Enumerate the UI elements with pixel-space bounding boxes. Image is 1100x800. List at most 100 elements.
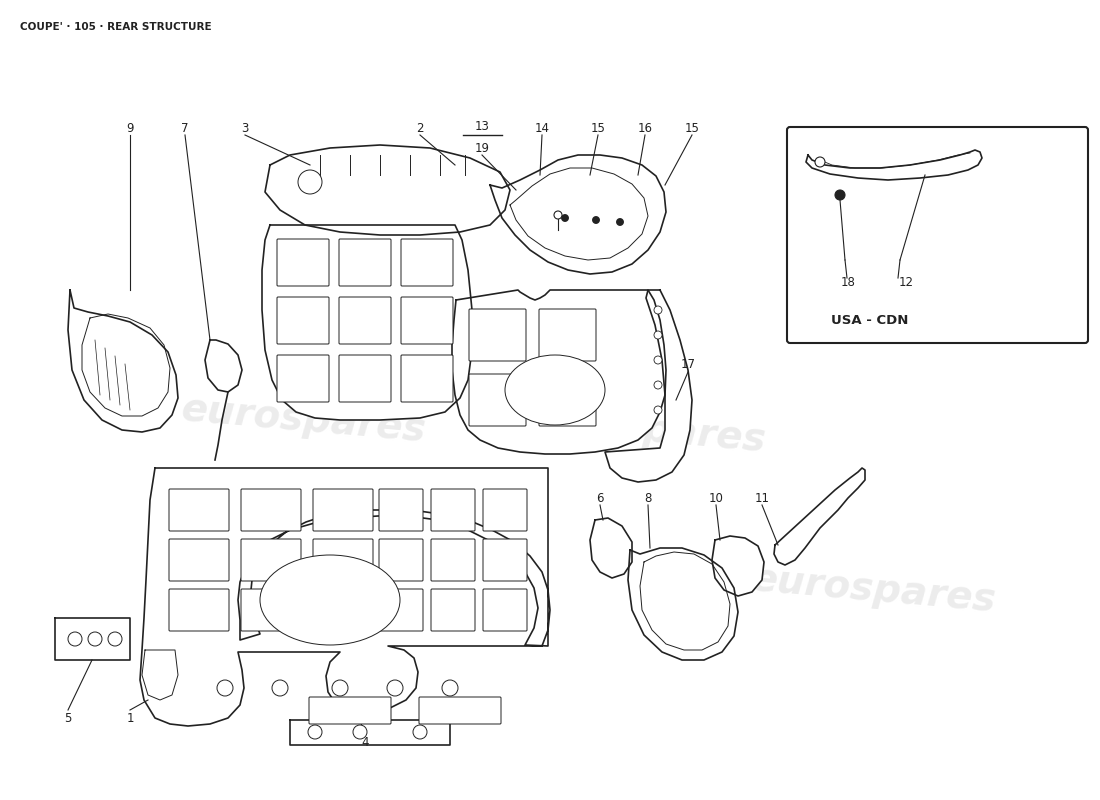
Circle shape [616,218,624,226]
FancyBboxPatch shape [277,297,329,344]
Circle shape [593,217,600,223]
FancyBboxPatch shape [339,239,390,286]
FancyBboxPatch shape [339,355,390,402]
Polygon shape [774,468,865,565]
Circle shape [835,190,845,200]
Text: eurospares: eurospares [520,400,768,460]
Text: 7: 7 [182,122,189,134]
FancyBboxPatch shape [483,489,527,531]
FancyBboxPatch shape [309,697,390,724]
Polygon shape [262,225,472,420]
Circle shape [68,632,82,646]
FancyBboxPatch shape [314,539,373,581]
Circle shape [654,356,662,364]
FancyBboxPatch shape [402,239,453,286]
FancyBboxPatch shape [169,489,229,531]
Circle shape [387,680,403,696]
Text: eurospares: eurospares [750,560,998,620]
Text: 17: 17 [681,358,695,371]
Polygon shape [452,290,666,454]
Text: 14: 14 [535,122,550,134]
FancyBboxPatch shape [241,489,301,531]
Circle shape [217,680,233,696]
Polygon shape [712,536,764,596]
Polygon shape [290,720,450,745]
FancyBboxPatch shape [241,589,301,631]
Circle shape [654,331,662,339]
Text: 6: 6 [596,491,604,505]
Circle shape [442,680,458,696]
FancyBboxPatch shape [379,589,424,631]
Polygon shape [140,468,550,726]
Circle shape [332,680,348,696]
Text: 5: 5 [64,711,72,725]
Polygon shape [142,650,178,700]
FancyBboxPatch shape [469,309,526,361]
FancyBboxPatch shape [419,697,500,724]
Circle shape [298,170,322,194]
Circle shape [108,632,122,646]
FancyBboxPatch shape [314,589,373,631]
FancyBboxPatch shape [169,589,229,631]
Polygon shape [605,290,692,482]
FancyBboxPatch shape [431,489,475,531]
Text: eurospares: eurospares [180,390,428,450]
Polygon shape [806,150,982,180]
Circle shape [561,214,569,222]
Text: 2: 2 [416,122,424,134]
Circle shape [654,406,662,414]
Polygon shape [590,518,632,578]
Circle shape [353,725,367,739]
Circle shape [308,725,322,739]
FancyBboxPatch shape [786,127,1088,343]
FancyBboxPatch shape [379,489,424,531]
FancyBboxPatch shape [379,539,424,581]
Circle shape [554,211,562,219]
FancyBboxPatch shape [539,374,596,426]
Ellipse shape [505,355,605,425]
Circle shape [654,306,662,314]
FancyBboxPatch shape [241,539,301,581]
Text: 10: 10 [708,491,724,505]
Text: 13: 13 [474,119,490,133]
FancyBboxPatch shape [402,297,453,344]
Circle shape [654,381,662,389]
Text: 9: 9 [126,122,134,134]
FancyBboxPatch shape [169,539,229,581]
Text: 18: 18 [840,275,856,289]
Polygon shape [205,340,242,392]
FancyBboxPatch shape [314,489,373,531]
Text: COUPE' · 105 · REAR STRUCTURE: COUPE' · 105 · REAR STRUCTURE [20,22,211,32]
Ellipse shape [260,555,400,645]
Text: 16: 16 [638,122,652,134]
Text: 15: 15 [591,122,605,134]
Text: 1: 1 [126,711,134,725]
Polygon shape [68,290,178,432]
FancyBboxPatch shape [277,239,329,286]
Text: 4: 4 [361,735,368,749]
FancyBboxPatch shape [483,589,527,631]
Polygon shape [55,618,130,660]
FancyBboxPatch shape [431,539,475,581]
FancyBboxPatch shape [539,309,596,361]
Polygon shape [490,155,666,274]
Text: 8: 8 [645,491,651,505]
Text: USA - CDN: USA - CDN [832,314,909,326]
Circle shape [412,725,427,739]
FancyBboxPatch shape [277,355,329,402]
Text: 3: 3 [241,122,249,134]
Text: 19: 19 [474,142,490,154]
Text: 11: 11 [755,491,770,505]
FancyBboxPatch shape [469,374,526,426]
Polygon shape [265,145,510,235]
Circle shape [815,157,825,167]
Text: 15: 15 [684,122,700,134]
FancyBboxPatch shape [339,297,390,344]
FancyBboxPatch shape [483,539,527,581]
Polygon shape [628,548,738,660]
FancyBboxPatch shape [431,589,475,631]
Circle shape [88,632,102,646]
Circle shape [272,680,288,696]
Text: 12: 12 [899,275,913,289]
FancyBboxPatch shape [402,355,453,402]
